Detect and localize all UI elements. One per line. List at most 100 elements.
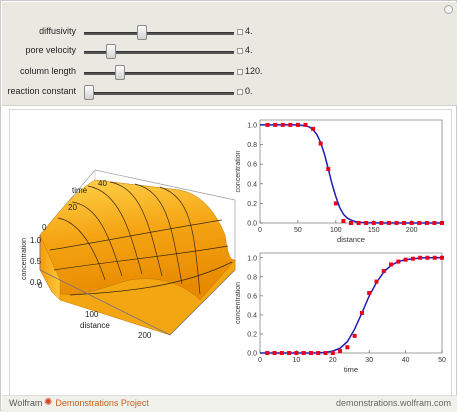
- pore-velocity-slider-thumb[interactable]: [106, 44, 117, 59]
- pore-velocity-slider-track[interactable]: [84, 51, 234, 54]
- data-point: [409, 221, 414, 225]
- data-point: [301, 351, 306, 355]
- data-point: [374, 279, 379, 284]
- diffusivity-slider-track[interactable]: [84, 32, 234, 35]
- y-tick-label: 0.0: [247, 221, 257, 228]
- data-point: [403, 257, 408, 262]
- column-length-slider-thumb[interactable]: [114, 65, 125, 80]
- data-point: [440, 221, 444, 225]
- diffusivity-slider-thumb[interactable]: [137, 25, 148, 40]
- data-point: [288, 122, 293, 127]
- brand-text[interactable]: Wolfram Demonstrations Project: [9, 398, 149, 408]
- surface-plot-3d[interactable]: time 40 20 0 1.0 0.5 0.0 concentration 0…: [10, 110, 240, 395]
- site-link[interactable]: demonstrations.wolfram.com: [335, 398, 451, 408]
- data-point: [379, 221, 384, 225]
- x-tick-label: 30: [365, 357, 373, 364]
- x-tick-label: 100: [330, 227, 342, 234]
- data-point: [265, 122, 270, 127]
- time-tick-20: 20: [68, 203, 77, 212]
- column-length-value: 120.: [245, 66, 263, 76]
- data-point: [295, 122, 300, 127]
- controls-panel: diffusivity 4. pore velocity 4. column l…: [2, 2, 457, 106]
- diffusivity-value: 4.: [245, 26, 253, 36]
- pore-velocity-label: pore velocity: [25, 45, 76, 55]
- x-tick-label: 40: [402, 357, 410, 364]
- pore-velocity-expand-icon[interactable]: [237, 48, 243, 54]
- data-point: [318, 141, 323, 146]
- x-tick-label: 150: [368, 227, 380, 234]
- reaction-constant-slider-track[interactable]: [84, 92, 234, 95]
- y-tick-label: 1.0: [247, 122, 257, 129]
- dist-tick-100: 100: [85, 310, 99, 319]
- concentration-surface-base: [51, 259, 236, 336]
- y-tick-label: 0.8: [247, 274, 257, 281]
- plot-frame: [259, 252, 443, 354]
- pore-velocity-value: 4.: [245, 45, 253, 55]
- data-point: [418, 255, 423, 260]
- data-point: [333, 201, 338, 206]
- footer-bar: Wolfram Demonstrations Project ✺ demonstr…: [2, 395, 457, 412]
- dist-tick-0: 0: [38, 281, 43, 290]
- diffusivity-control: diffusivity 4.: [2, 23, 457, 43]
- pore-velocity-control: pore velocity 4.: [2, 42, 457, 62]
- distance-axis-3d: 0 100 200 distance: [38, 281, 152, 340]
- x-tick-label: 0: [258, 357, 262, 364]
- reaction-constant-value: 0.: [245, 86, 253, 96]
- column-length-label: column length: [19, 66, 76, 76]
- data-point: [279, 351, 284, 355]
- diffusivity-expand-icon[interactable]: [237, 29, 243, 35]
- box-front-edges: [39, 269, 236, 336]
- data-point: [272, 351, 277, 355]
- x-tick-label: 0: [258, 227, 262, 234]
- reaction-constant-slider-thumb[interactable]: [84, 85, 94, 100]
- y-tick-label: 0.6: [247, 162, 257, 169]
- column-length-slider-track[interactable]: [84, 72, 234, 75]
- data-point: [349, 221, 353, 225]
- concentration-axis-label-3d: concentration: [21, 238, 28, 280]
- data-point: [280, 122, 285, 127]
- data-point: [424, 221, 429, 225]
- column-length-expand-icon[interactable]: [237, 69, 243, 75]
- plot-frame: [259, 119, 443, 224]
- data-point: [287, 351, 292, 355]
- data-point: [311, 126, 316, 131]
- y-tick-label: 0.2: [247, 331, 257, 338]
- data-point: [402, 221, 407, 225]
- data-point: [352, 333, 357, 338]
- time-axis: time 40 20 0: [42, 179, 107, 232]
- model-curve: [260, 124, 442, 224]
- data-point: [359, 311, 364, 315]
- data-point: [410, 256, 415, 261]
- x-tick-label: 200: [406, 227, 418, 234]
- conc-tick-1: 1.0: [30, 236, 42, 245]
- data-point: [381, 269, 386, 274]
- x-axis-label: time: [344, 365, 358, 374]
- x-axis-label: distance: [337, 235, 365, 244]
- data-point: [425, 255, 430, 260]
- time-tick-0: 0: [42, 223, 47, 232]
- data-point: [303, 122, 308, 127]
- data-point: [440, 255, 444, 260]
- reaction-constant-label: reaction constant: [7, 86, 76, 96]
- diffusivity-label: diffusivity: [39, 26, 76, 36]
- data-point: [394, 221, 399, 225]
- x-tick-label: 20: [329, 357, 337, 364]
- conc-tick-0-5: 0.5: [30, 257, 42, 266]
- distance-axis-label-3d: distance: [80, 321, 110, 330]
- reaction-constant-control: reaction constant 0.: [2, 83, 457, 103]
- data-point: [323, 351, 328, 355]
- data-point: [345, 345, 350, 350]
- data-point: [389, 262, 394, 267]
- surface-mesh: [49, 181, 233, 296]
- data-point: [326, 167, 331, 172]
- y-tick-label: 0.4: [247, 181, 257, 188]
- data-point: [308, 351, 313, 355]
- data-point: [356, 221, 361, 225]
- data-point: [294, 351, 299, 355]
- data-point: [367, 291, 372, 295]
- column-length-control: column length 120.: [2, 63, 457, 83]
- data-point: [265, 351, 270, 355]
- reaction-constant-expand-icon[interactable]: [237, 89, 243, 95]
- y-tick-label: 0.2: [247, 201, 257, 208]
- options-button[interactable]: [444, 5, 453, 14]
